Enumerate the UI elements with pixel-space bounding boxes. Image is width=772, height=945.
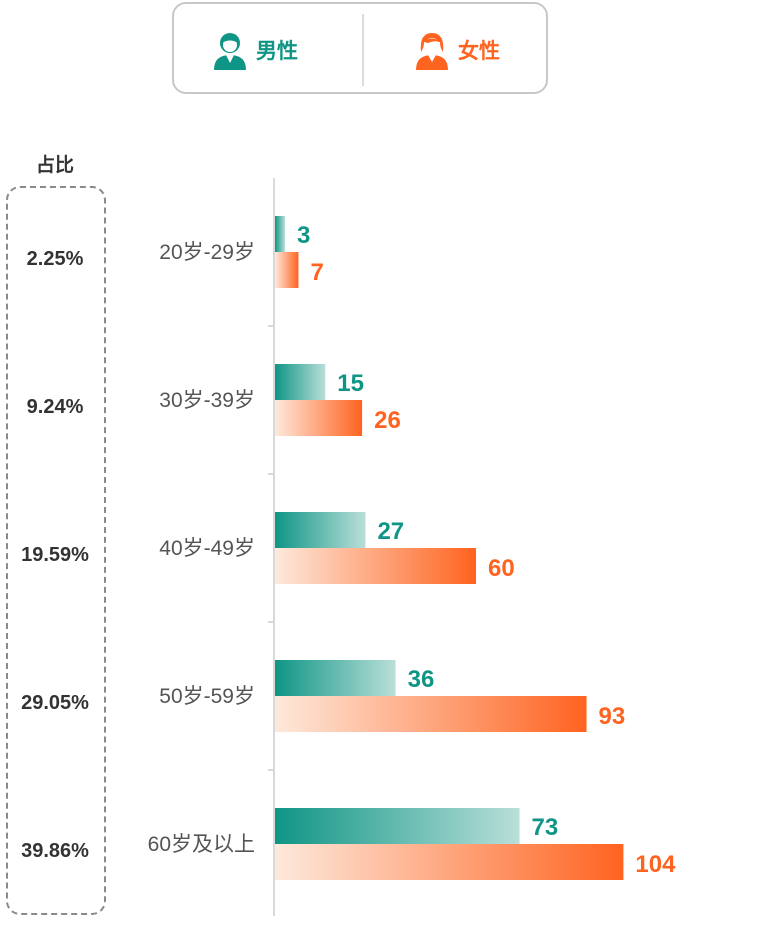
- ratio-box: [6, 186, 106, 915]
- ratio-value: 9.24%: [26, 396, 84, 418]
- bar-male: [275, 808, 520, 844]
- legend-item-male: 男性: [212, 30, 298, 70]
- data-label-female: 60: [488, 555, 515, 582]
- data-label-female: 26: [374, 407, 401, 434]
- data-label-female: 104: [635, 851, 676, 878]
- bar-female: [275, 696, 587, 732]
- bar-female: [275, 548, 476, 584]
- bar-female: [275, 400, 363, 436]
- bar-male: [275, 364, 326, 400]
- data-label-female: 7: [310, 259, 323, 286]
- male-person-icon: [214, 33, 246, 70]
- ratio-value: 39.86%: [21, 840, 89, 862]
- ratio-list: 2.25% 9.24% 19.59% 29.05% 39.86%: [0, 0, 110, 945]
- ratio-title: 占比: [35, 155, 74, 176]
- data-label-male: 73: [532, 814, 559, 841]
- legend-female-label: 女性: [458, 40, 500, 63]
- data-label-female: 93: [599, 703, 626, 730]
- ratio-value: 29.05%: [21, 692, 89, 714]
- data-label-male: 3: [297, 222, 310, 249]
- bar-male: [275, 512, 366, 548]
- data-label-male: 27: [377, 518, 404, 545]
- category-label: 50岁-59岁: [159, 685, 255, 708]
- ratio-value: 19.59%: [21, 544, 89, 566]
- bar-female: [275, 844, 624, 880]
- category-label: 30岁-39岁: [159, 389, 255, 412]
- data-label-male: 15: [337, 370, 364, 397]
- legend-divider: [362, 14, 364, 86]
- legend-item-female: 女性: [414, 30, 500, 70]
- bar-male: [275, 216, 286, 252]
- data-label-male: 36: [408, 666, 435, 693]
- bar-female: [275, 252, 299, 288]
- category-label: 40岁-49岁: [159, 537, 255, 560]
- category-label: 60岁及以上: [148, 833, 255, 856]
- bar-male: [275, 660, 396, 696]
- ratio-value: 2.25%: [26, 248, 84, 270]
- category-label: 20岁-29岁: [159, 241, 255, 264]
- female-person-icon: [416, 33, 448, 70]
- legend-male-label: 男性: [256, 40, 298, 63]
- legend: 男性 女性: [172, 2, 548, 94]
